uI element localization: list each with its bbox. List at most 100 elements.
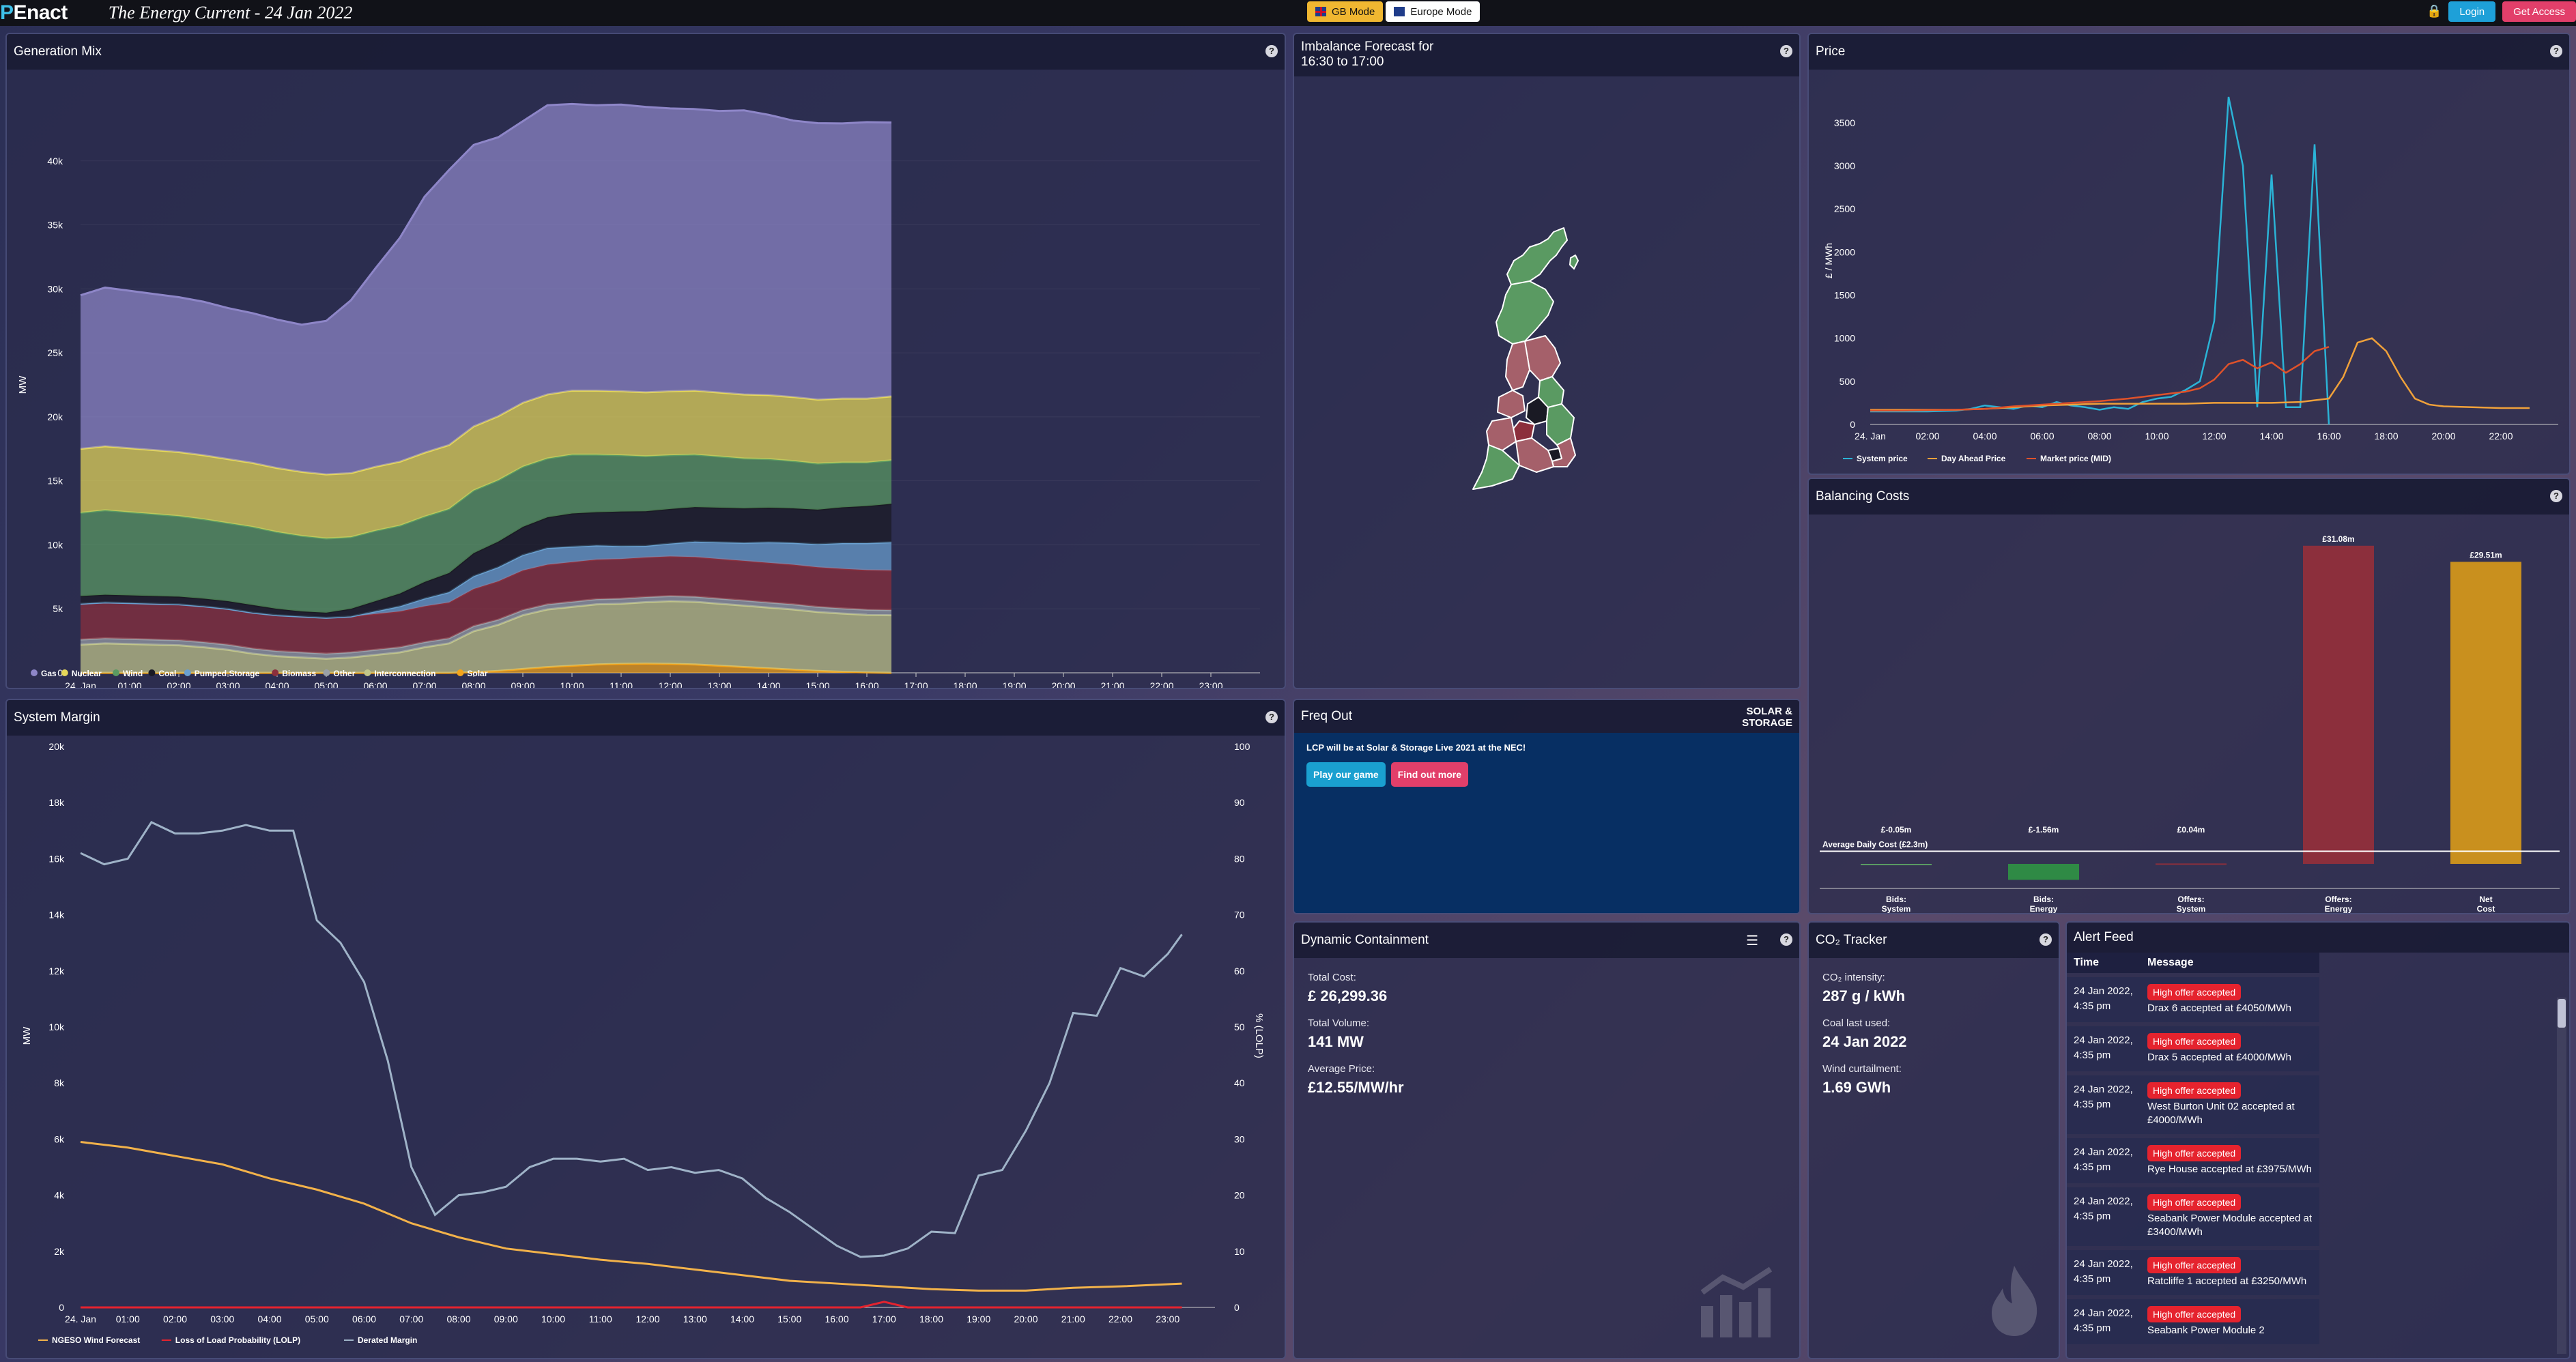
legend-marker (323, 669, 330, 676)
y-tick-label: 2500 (1834, 203, 1855, 214)
scrollbar-thumb[interactable] (2558, 999, 2566, 1028)
freq-message: LCP will be at Solar & Storage Live 2021… (1306, 742, 1526, 753)
y-tick-label: 20k (48, 741, 65, 752)
average-price-value: £12.55/MW/hr (1308, 1079, 1404, 1096)
y-tick-label: 1000 (1834, 333, 1855, 344)
x-tick-label: 24. Jan (65, 680, 96, 689)
find-out-more-button[interactable]: Find out more (1390, 762, 1469, 787)
category-label-line2: System (1882, 904, 1911, 914)
system-margin-panel: System Margin ? 0 2k 4k 6k 8k 10k 12k 14k 16k 18k… (5, 699, 1286, 1359)
x-tick-label: 14:00 (756, 680, 780, 689)
series-line-loss-of-load-probability-lolp- (81, 1301, 1182, 1309)
alert-clock: 4:35 pm (2074, 1161, 2111, 1173)
series-line-system-price (1870, 96, 2330, 425)
y-tick-label: 16k (48, 853, 65, 864)
alert-time: 24 Jan 2022, 4:35 pm (2067, 1033, 2147, 1064)
y-tick-label: 40k (47, 156, 63, 166)
lock-icon[interactable]: 🔒 (2427, 4, 2442, 18)
x-tick-label: 01:00 (116, 1314, 140, 1324)
y-tick-label: 0 (57, 667, 63, 678)
legend-label: Solar (467, 669, 487, 678)
category-label-line2: Energy (2325, 904, 2353, 914)
alert-badge: High offer accepted (2147, 1033, 2242, 1049)
x-tick-label: 06:00 (352, 1314, 376, 1324)
y2-tick-label: 70 (1234, 910, 1245, 921)
x-tick-label: 02:00 (167, 680, 190, 689)
map-region-southern[interactable] (1515, 437, 1554, 473)
alert-message-cell: High offer accepted West Burton Unit 02 … (2147, 1082, 2318, 1127)
play-game-button[interactable]: Play our game (1306, 762, 1386, 787)
y2-tick-label: 80 (1234, 853, 1245, 864)
alert-row[interactable]: 24 Jan 2022, 4:35 pm High offer accepted… (2067, 1138, 2319, 1183)
gb-imbalance-map[interactable] (1294, 76, 1801, 689)
alert-row[interactable]: 24 Jan 2022, 4:35 pm High offer accepted… (2067, 1026, 2319, 1071)
gb-mode-label: GB Mode (1332, 5, 1375, 18)
area-gas (81, 104, 891, 475)
y-tick-label: 0 (59, 1302, 64, 1313)
get-access-button[interactable]: Get Access (2502, 1, 2576, 22)
alert-time: 24 Jan 2022, 4:35 pm (2067, 1257, 2147, 1288)
map-region-south-west[interactable] (1472, 444, 1520, 490)
y-tick-label: 30k (47, 283, 63, 294)
category-label-line1: Bids: (2033, 895, 2054, 904)
map-region-north-scotland[interactable] (1506, 227, 1568, 290)
x-tick-label: 02:00 (163, 1314, 187, 1324)
x-tick-label: 16:00 (2317, 431, 2341, 441)
app-logo[interactable]: PEnact (0, 1, 68, 25)
x-tick-label: 05:00 (305, 1314, 329, 1324)
login-button[interactable]: Login (2448, 1, 2496, 22)
y-tick-label: 1500 (1834, 290, 1855, 301)
help-icon[interactable]: ? (2550, 45, 2562, 57)
alert-date: 24 Jan 2022, (2074, 1258, 2133, 1270)
y2-tick-label: 20 (1234, 1190, 1245, 1201)
solar-logo-line2: STORAGE (1742, 717, 1792, 729)
category-label-line1: Bids: (1886, 895, 1906, 904)
y-tick-label: 4k (54, 1190, 65, 1201)
help-icon[interactable]: ? (1265, 45, 1278, 57)
help-icon[interactable]: ? (1780, 45, 1792, 57)
x-tick-label: 03:00 (216, 680, 240, 689)
scrollbar-track[interactable] (2557, 998, 2566, 1354)
x-tick-label: 04:00 (265, 680, 289, 689)
alert-row[interactable]: 24 Jan 2022, 4:35 pm High offer accepted… (2067, 1075, 2319, 1134)
alert-row[interactable]: 24 Jan 2022, 4:35 pm High offer accepted… (2067, 977, 2319, 1022)
x-tick-label: 07:00 (412, 680, 436, 689)
list-view-icon[interactable]: ☰ (1746, 933, 1758, 948)
total-volume-value: 141 MW (1308, 1033, 1364, 1050)
x-tick-label: 14:00 (2259, 431, 2283, 441)
map-region-shetland[interactable] (1569, 255, 1579, 270)
alert-row[interactable]: 24 Jan 2022, 4:35 pm High offer accepted… (2067, 1250, 2319, 1295)
y2-tick-label: 40 (1234, 1077, 1245, 1088)
x-tick-label: 12:00 (635, 1314, 659, 1324)
x-tick-label: 18:00 (953, 680, 977, 689)
help-icon[interactable]: ? (1780, 933, 1792, 946)
x-tick-label: 08:00 (446, 1314, 470, 1324)
data-label: £-0.05m (1881, 825, 1912, 835)
data-label: £0.04m (2177, 825, 2205, 835)
data-label: £-1.56m (2029, 825, 2059, 835)
category-label-line1: Offers: (2325, 895, 2351, 904)
europe-mode-button[interactable]: Europe Mode (1386, 1, 1480, 22)
category-label-line1: Offers: (2177, 895, 2204, 904)
y-tick-label: 500 (1840, 376, 1856, 387)
map-region-north-west[interactable] (1505, 340, 1530, 391)
col-message: Message (2147, 957, 2194, 968)
help-icon[interactable]: ? (1265, 711, 1278, 723)
average-price-label: Average Price: (1308, 1063, 1375, 1075)
gb-mode-button[interactable]: GB Mode (1307, 1, 1384, 22)
co2-intensity-label: CO₂ intensity: (1822, 972, 1885, 983)
alert-table: Time Message 24 Jan 2022, 4:35 pm High o… (2067, 953, 2319, 1344)
panel-header: Freq Out SOLAR & STORAGE (1294, 700, 1799, 733)
map-region-north-wales[interactable] (1497, 390, 1526, 418)
alert-row[interactable]: 24 Jan 2022, 4:35 pm High offer accepted… (2067, 1299, 2319, 1344)
series-line-derated-margin (80, 821, 1183, 1258)
y-tick-label: 2000 (1834, 246, 1855, 257)
map-region-south-scotland[interactable] (1495, 280, 1554, 345)
alert-message-cell: High offer accepted Seabank Power Module… (2147, 1194, 2318, 1239)
legend-label: Day Ahead Price (1941, 454, 2006, 463)
help-icon[interactable]: ? (2040, 933, 2052, 946)
category-label-line2: Cost (2477, 904, 2495, 914)
x-tick-label: 16:00 (825, 1314, 848, 1324)
alert-row[interactable]: 24 Jan 2022, 4:35 pm High offer accepted… (2067, 1187, 2319, 1246)
help-icon[interactable]: ? (2550, 490, 2562, 502)
